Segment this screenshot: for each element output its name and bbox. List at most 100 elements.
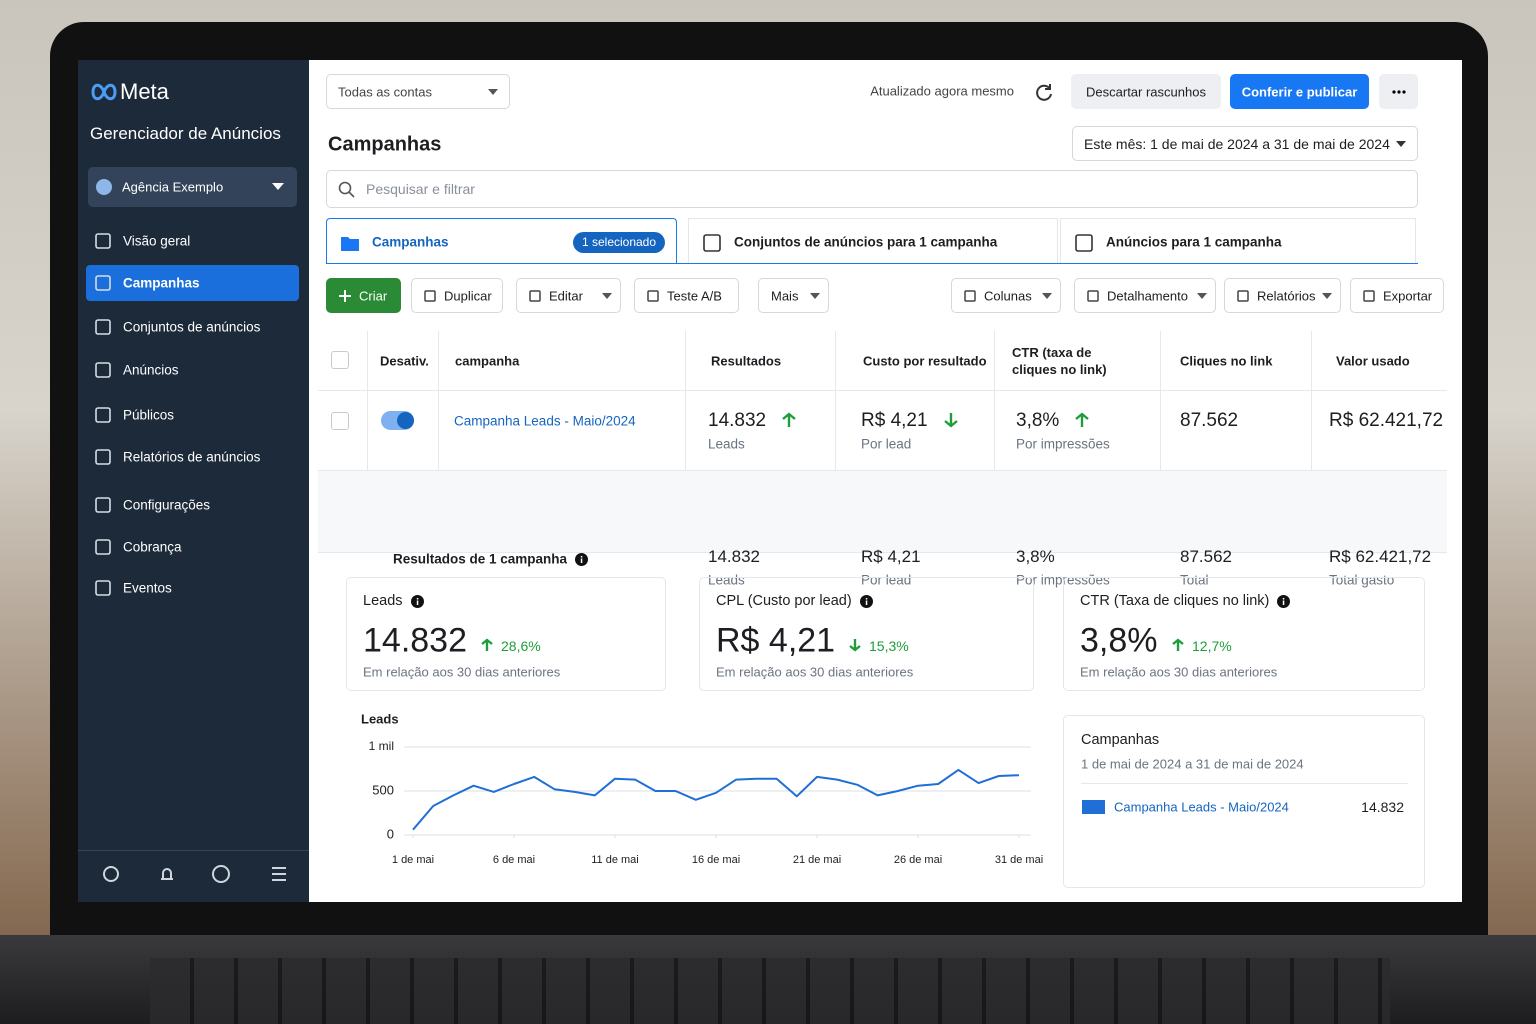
- toolbar-icon: [1363, 290, 1375, 302]
- info-icon: [860, 595, 873, 608]
- discard-button[interactable]: Descartar rascunhos: [1071, 74, 1221, 109]
- toolbar-button[interactable]: Mais: [758, 278, 829, 313]
- kpi-title: Leads: [363, 593, 403, 609]
- kpi-change: 15,3%: [869, 638, 909, 654]
- column-header: Custo por resultado: [863, 353, 987, 369]
- column-divider: [1160, 331, 1161, 553]
- toggle-knob: [397, 412, 414, 429]
- summary-row-bg: [318, 470, 1447, 553]
- tab-label: Campanhas: [372, 234, 449, 250]
- info-icon: [575, 553, 588, 566]
- cell-sub: Por impressões: [1016, 436, 1110, 452]
- kpi-note: Em relação aos 30 dias anteriores: [716, 664, 914, 680]
- cell-value: 3,8%: [1016, 410, 1060, 431]
- tab-icon: [703, 234, 721, 252]
- account-select-label: Todas as contas: [338, 84, 432, 100]
- toolbar-button[interactable]: Duplicar: [411, 278, 503, 313]
- x-tick-label: 31 de mai: [995, 854, 1043, 866]
- nav-label: Cobrança: [123, 539, 182, 555]
- toolbar-label: Editar: [549, 288, 583, 304]
- kpi-title: CTR (Taxa de cliques no link): [1080, 593, 1270, 609]
- tab-badge-label: 1 selecionado: [581, 235, 657, 249]
- caret: [810, 293, 820, 299]
- date-range-select[interactable]: Este mês: 1 de mai de 2024 a 31 de mai d…: [1072, 126, 1418, 161]
- legend-divider: [1081, 783, 1408, 784]
- publish-button[interactable]: Conferir e publicar: [1230, 74, 1369, 109]
- toolbar-label: Duplicar: [444, 288, 492, 304]
- toolbar-icon: [339, 290, 351, 302]
- tab[interactable]: Conjuntos de anúncios para 1 campanha: [688, 218, 1058, 264]
- refresh-icon[interactable]: [1034, 82, 1054, 102]
- toolbar-button[interactable]: Criar: [326, 278, 401, 313]
- legend-name: Campanha Leads - Maio/2024: [1114, 799, 1289, 815]
- toolbar-button[interactable]: Relatórios: [1224, 278, 1341, 313]
- nav-icon: [95, 580, 111, 596]
- nav-icon: [95, 362, 111, 378]
- campaign-link: Campanha Leads - Maio/2024: [454, 413, 636, 429]
- trend-arrow-up: [1172, 638, 1184, 651]
- header-checkbox[interactable]: [331, 351, 349, 369]
- column-divider: [994, 331, 995, 553]
- column-header: Resultados: [711, 353, 782, 369]
- kpi-value: 3,8%: [1080, 621, 1158, 660]
- info-icon: [411, 595, 424, 608]
- toolbar-icon: [529, 290, 541, 302]
- nav-item[interactable]: Conjuntos de anúncios: [86, 309, 299, 345]
- caret: [488, 89, 498, 95]
- nav-label: Públicos: [123, 407, 175, 423]
- summary-value: R$ 62.421,72: [1329, 547, 1432, 566]
- toolbar-label: Detalhamento: [1107, 288, 1188, 304]
- nav-item[interactable]: Campanhas: [86, 265, 299, 301]
- toolbar-label: Colunas: [984, 288, 1032, 304]
- toolbar-icon: [647, 290, 659, 302]
- meta-logo: [91, 83, 117, 101]
- row-checkbox[interactable]: [331, 412, 349, 430]
- table-bottom: [318, 552, 1447, 553]
- summary-value: R$ 4,21: [861, 547, 921, 566]
- more-button[interactable]: [1379, 74, 1418, 109]
- toolbar-button[interactable]: Editar: [516, 278, 621, 313]
- x-tick-label: 6 de mai: [493, 854, 535, 866]
- kpi-value: R$ 4,21: [716, 621, 836, 660]
- nav-item[interactable]: Públicos: [86, 397, 299, 433]
- column-header: Cliques no link: [1180, 353, 1273, 369]
- column-header: campanha: [455, 353, 520, 369]
- tab[interactable]: Anúncios para 1 campanha: [1060, 218, 1416, 264]
- nav-label: Configurações: [123, 497, 211, 513]
- nav-item[interactable]: Cobrança: [86, 529, 299, 565]
- nav-icon: [95, 539, 111, 555]
- tab[interactable]: Campanhas 1 selecionado: [326, 218, 677, 264]
- nav-item[interactable]: Anúncios: [86, 352, 299, 388]
- campaign-legend-card: Campanhas 1 de mai de 2024 a 31 de mai de…: [1063, 715, 1425, 888]
- search-box[interactable]: [326, 170, 1418, 208]
- trend-arrow-up: [481, 638, 493, 651]
- summary-sub: Total: [1180, 572, 1209, 588]
- cell-value: 87.562: [1180, 410, 1239, 431]
- toolbar-icon: [424, 290, 436, 302]
- toolbar-button[interactable]: Exportar: [1350, 278, 1444, 313]
- account-select[interactable]: Todas as contas: [326, 74, 510, 109]
- leads-chart: Leads 0 500 1 mil 1 de mai 6 de mai 11 de mai 1…: [349, 705, 1049, 875]
- nav-item[interactable]: Visão geral: [86, 223, 299, 259]
- nav-item[interactable]: Relatórios de anúncios: [86, 439, 299, 475]
- trend-arrow-up: [782, 412, 796, 427]
- toolbar-button[interactable]: Detalhamento: [1074, 278, 1216, 313]
- account-name: Agência Exemplo: [122, 179, 224, 195]
- status-toggle[interactable]: [381, 411, 414, 430]
- column-divider: [685, 331, 686, 553]
- caret: [272, 183, 284, 190]
- column-header: Desativ.: [380, 353, 429, 369]
- toolbar-button[interactable]: Colunas: [951, 278, 1061, 313]
- nav-item[interactable]: Eventos: [86, 570, 299, 606]
- nav-item[interactable]: Configurações: [86, 487, 299, 523]
- nav-label: Eventos: [123, 580, 172, 596]
- nav-label: Campanhas: [123, 275, 200, 291]
- discard-label: Descartar rascunhos: [1086, 84, 1206, 100]
- toolbar-button[interactable]: Teste A/B: [634, 278, 739, 313]
- toolbar-label: Relatórios: [1257, 288, 1316, 304]
- trend-arrow-down: [944, 413, 958, 428]
- account-switcher[interactable]: Agência Exemplo: [88, 167, 297, 207]
- caret: [1322, 293, 1332, 299]
- y-tick-label: 500: [372, 782, 394, 797]
- y-tick-label: 1 mil: [369, 739, 394, 753]
